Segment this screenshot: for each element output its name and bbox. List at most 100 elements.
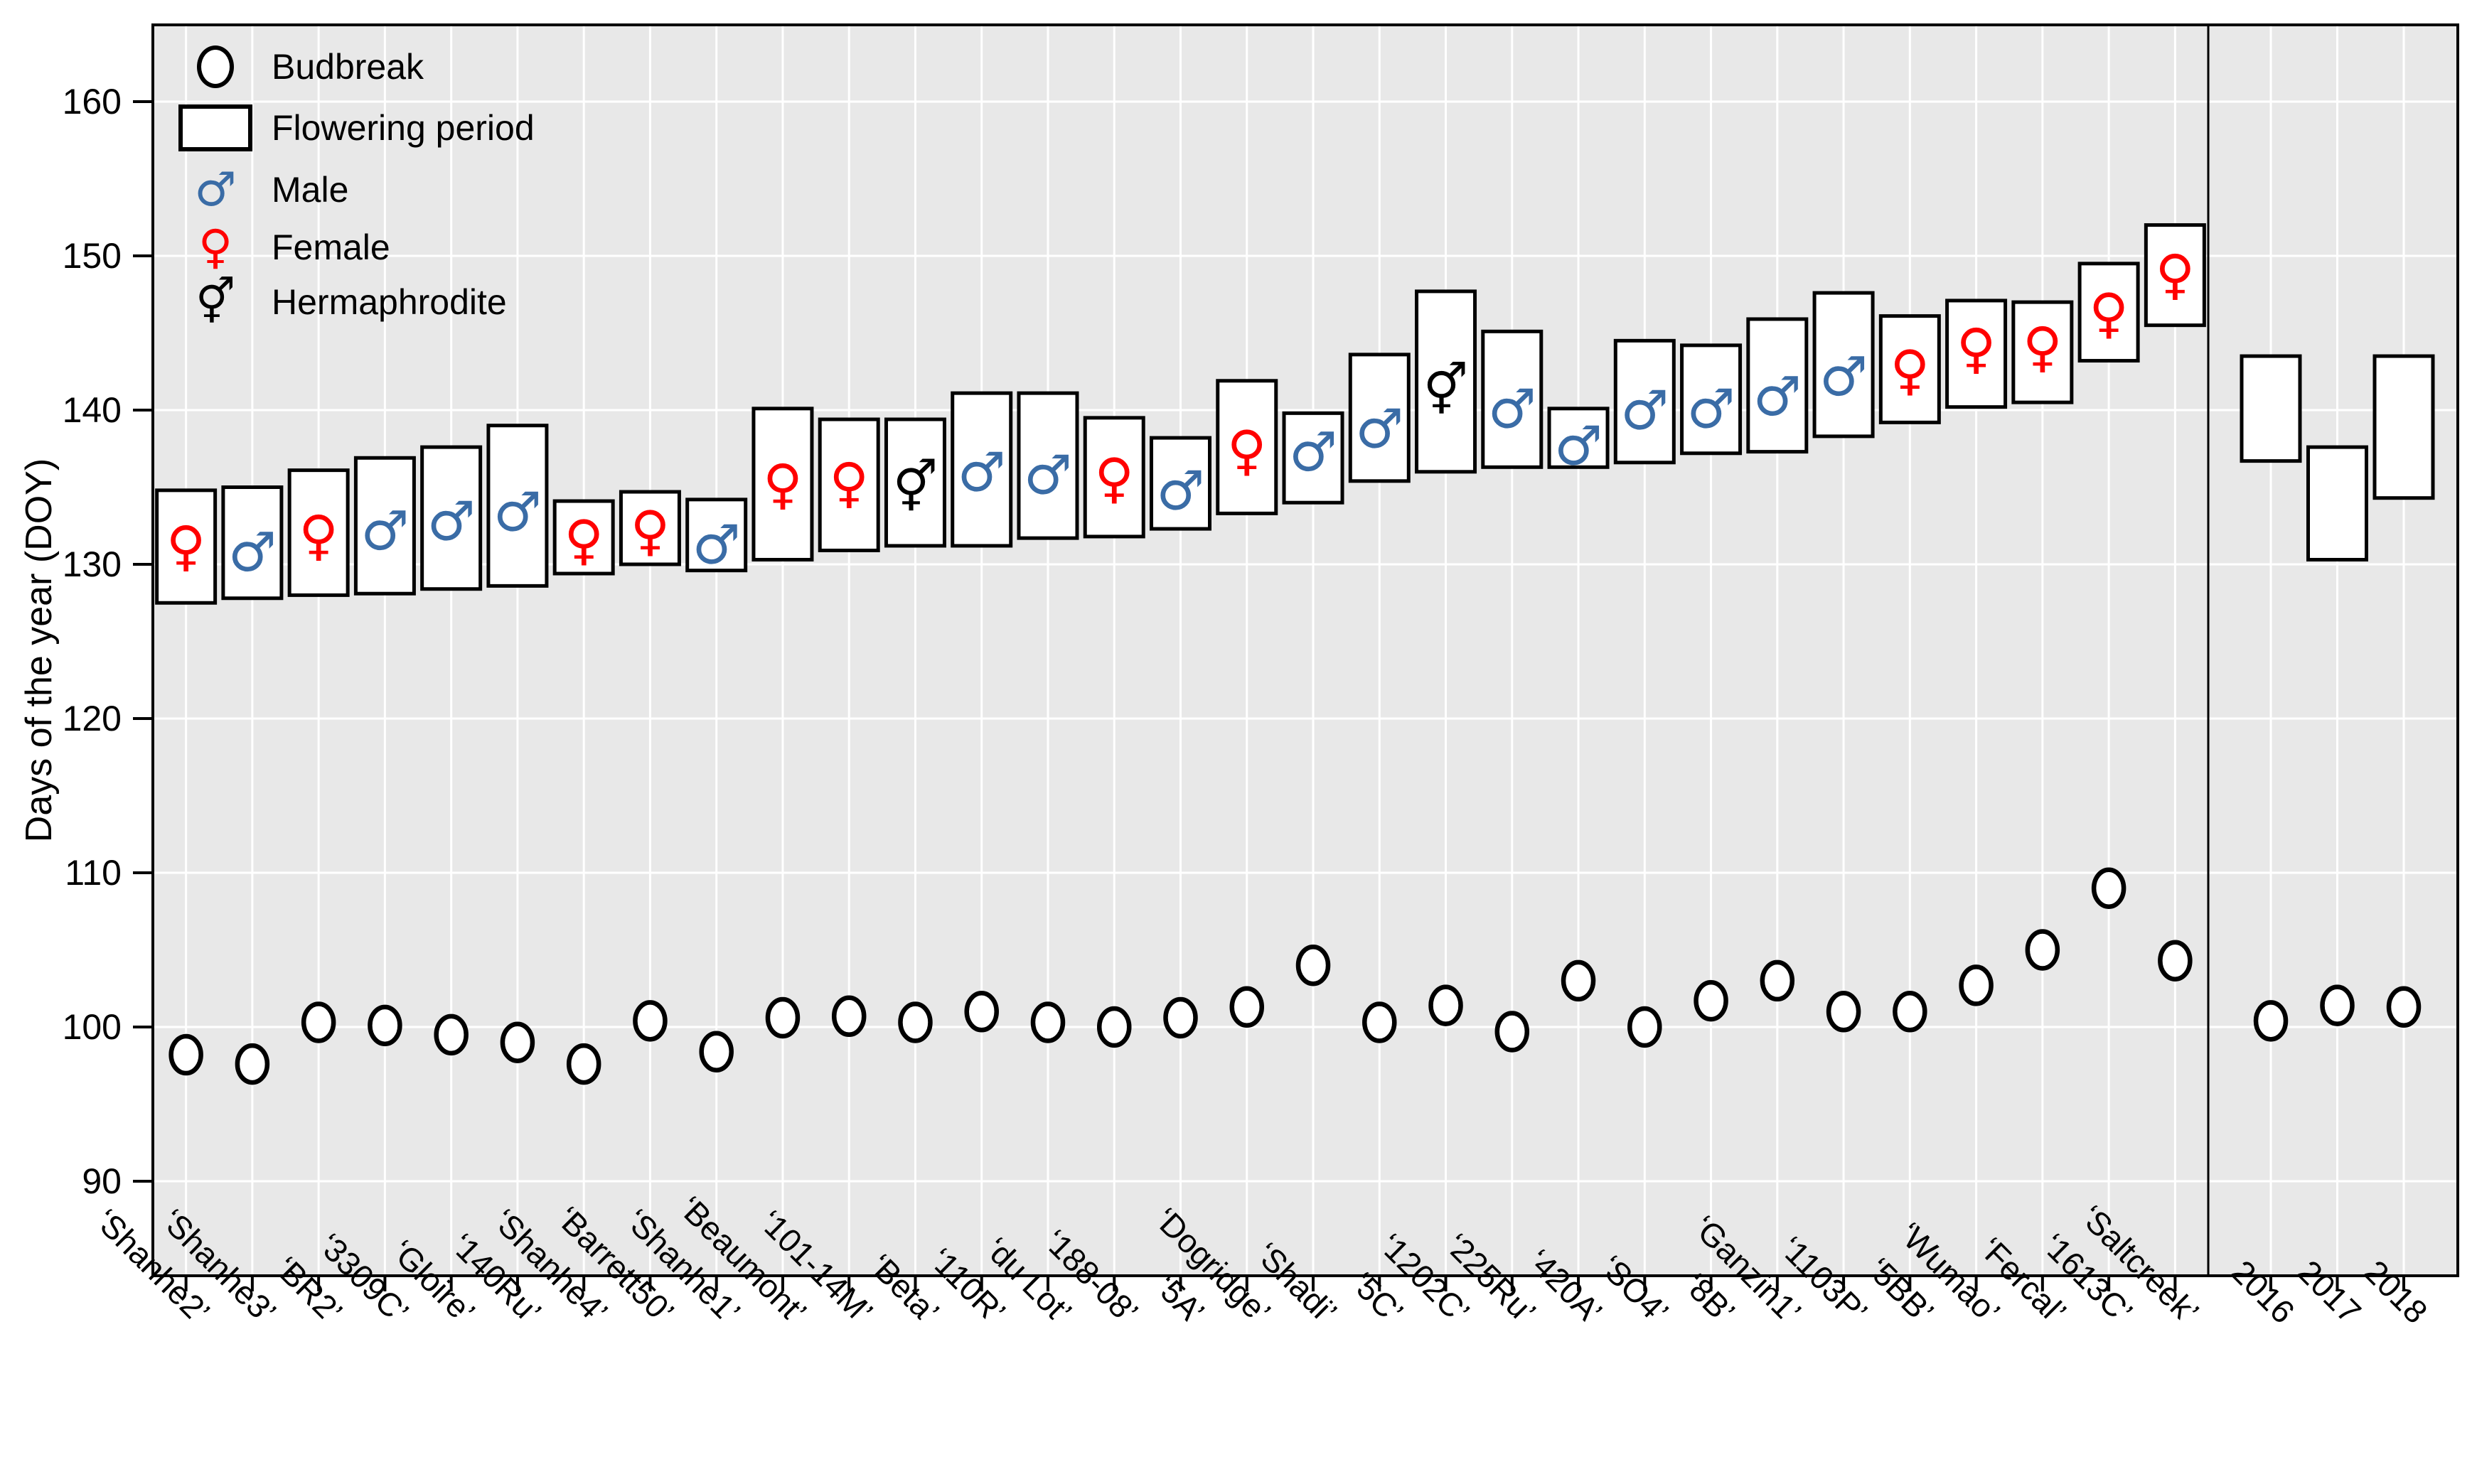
flowering-period-box bbox=[486, 424, 549, 588]
flowering-period-box bbox=[1613, 338, 1676, 465]
legend-label: Male bbox=[272, 170, 349, 210]
budbreak-point bbox=[301, 1001, 336, 1043]
budbreak-point bbox=[2320, 984, 2355, 1026]
male-symbol: ♂ bbox=[1024, 443, 1072, 507]
budbreak-point bbox=[2253, 1000, 2289, 1042]
budbreak-point bbox=[765, 996, 801, 1039]
budbreak-point bbox=[1893, 991, 1927, 1033]
female-symbol: ♀ bbox=[1227, 419, 1267, 482]
budbreak-point bbox=[2025, 929, 2060, 971]
flowering-period-box bbox=[751, 407, 814, 561]
y-tick-label: 160 bbox=[63, 82, 122, 122]
budbreak-point bbox=[633, 1000, 668, 1042]
flowering-period-box bbox=[951, 391, 1013, 548]
budbreak-point bbox=[1295, 944, 1331, 986]
flowering-period-box bbox=[287, 468, 350, 597]
flowering-period-box bbox=[619, 490, 681, 566]
male-symbol: ♂ bbox=[1819, 345, 1868, 408]
flowering-period-box bbox=[2240, 354, 2302, 463]
budbreak-point bbox=[1627, 1006, 1662, 1048]
y-tick-label: 140 bbox=[63, 390, 122, 430]
male-symbol: ♂ bbox=[692, 512, 741, 576]
male-symbol: ♂ bbox=[1289, 420, 1337, 483]
budbreak-point bbox=[566, 1043, 601, 1085]
budbreak-point bbox=[1494, 1011, 1530, 1053]
budbreak-point bbox=[1428, 984, 1463, 1026]
female-symbol: ♀ bbox=[763, 453, 803, 516]
budbreak-point bbox=[1694, 979, 1728, 1022]
budbreak-point bbox=[1362, 1001, 1397, 1043]
flowering-period-box bbox=[2372, 354, 2435, 500]
male-symbol: ♂ bbox=[1554, 414, 1603, 477]
y-tick-label: 150 bbox=[63, 236, 122, 276]
female-symbol: ♀ bbox=[166, 514, 206, 577]
budbreak-point bbox=[964, 991, 999, 1033]
flowering-period-box bbox=[1746, 317, 1809, 454]
chart-legend: Budbreak Flowering period ♂ Male ♀ Femal… bbox=[169, 37, 535, 330]
flowering-period-box bbox=[884, 417, 946, 548]
flowering-period-box bbox=[1547, 407, 1610, 469]
legend-label: Flowering period bbox=[272, 108, 535, 148]
legend-label: Hermaphrodite bbox=[272, 282, 507, 322]
y-tick-label: 90 bbox=[82, 1161, 122, 1201]
flowering-period-box bbox=[1348, 353, 1411, 483]
male-icon: ♂ bbox=[194, 162, 237, 217]
male-symbol: ♂ bbox=[1355, 397, 1403, 461]
budbreak-point bbox=[1096, 1006, 1132, 1048]
female-symbol: ♀ bbox=[829, 451, 869, 514]
female-symbol: ♀ bbox=[2089, 281, 2129, 345]
budbreak-point bbox=[898, 1001, 933, 1043]
y-axis-title: Days of the year (DOY) bbox=[18, 458, 60, 843]
male-symbol: ♂ bbox=[427, 490, 476, 553]
flowering-period-box bbox=[1812, 291, 1875, 439]
female-symbol: ♀ bbox=[1094, 446, 1134, 510]
plot-panel bbox=[153, 25, 2458, 1276]
flowering-period-box bbox=[420, 445, 483, 591]
hermaphrodite-icon: ⚥ bbox=[196, 276, 235, 328]
legend-item-hermaphrodite: ⚥ Hermaphrodite bbox=[169, 274, 535, 330]
female-symbol: ♀ bbox=[2156, 243, 2195, 306]
budbreak-point bbox=[1826, 991, 1861, 1033]
budbreak-point bbox=[831, 995, 867, 1038]
budbreak-point bbox=[1760, 959, 1795, 1002]
flowering-period-box bbox=[1415, 289, 1477, 474]
flowering-period-box bbox=[1282, 411, 1344, 505]
flowering-period-box bbox=[685, 498, 748, 573]
budbreak-point bbox=[1030, 1001, 1066, 1043]
budbreak-point bbox=[1163, 996, 1198, 1039]
female-symbol: ♀ bbox=[564, 508, 604, 571]
flowering-period-box bbox=[1878, 314, 1941, 424]
legend-item-female: ♀ Female bbox=[169, 220, 535, 274]
budbreak-circle-icon bbox=[169, 45, 262, 88]
flowering-period-box bbox=[1680, 343, 1743, 456]
male-symbol: ♂ bbox=[1620, 379, 1669, 442]
male-symbol: ♂ bbox=[1156, 458, 1204, 522]
hermaphrodite-symbol: ⚥ bbox=[1423, 361, 1468, 419]
male-symbol: ♂ bbox=[228, 520, 277, 584]
y-tick-label: 110 bbox=[65, 853, 122, 893]
flowering-period-box bbox=[818, 417, 880, 552]
flowering-period-box bbox=[2011, 300, 2074, 404]
budbreak-point bbox=[1561, 959, 1596, 1002]
female-symbol: ♀ bbox=[631, 499, 670, 562]
flowering-period-box bbox=[1481, 329, 1544, 469]
budbreak-point bbox=[2091, 867, 2126, 909]
flowering-period-box bbox=[2144, 223, 2206, 328]
budbreak-point bbox=[2158, 940, 2193, 982]
y-tick-label: 100 bbox=[63, 1007, 122, 1047]
budbreak-point bbox=[368, 1004, 402, 1047]
male-symbol: ♂ bbox=[1753, 365, 1802, 428]
male-symbol: ♂ bbox=[1686, 377, 1735, 440]
budbreak-point bbox=[434, 1013, 469, 1056]
female-icon: ♀ bbox=[198, 220, 233, 274]
budbreak-point bbox=[1959, 964, 1994, 1006]
legend-label: Budbreak bbox=[272, 47, 424, 87]
male-symbol: ♂ bbox=[360, 499, 409, 562]
budbreak-point bbox=[500, 1021, 535, 1063]
male-symbol: ♂ bbox=[958, 440, 1006, 503]
female-symbol: ♀ bbox=[299, 503, 338, 566]
female-symbol: ♀ bbox=[2023, 316, 2063, 379]
flowering-period-box bbox=[155, 488, 218, 605]
